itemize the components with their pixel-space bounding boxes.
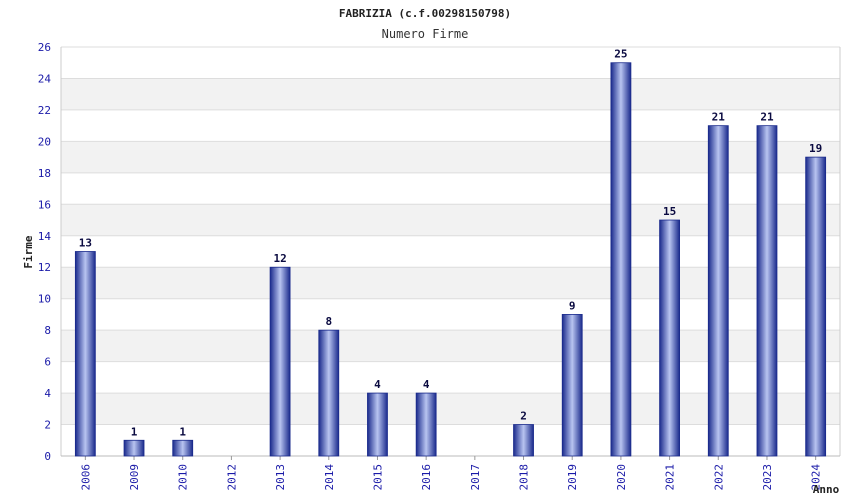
x-tick-labels: 2006 2009 2010 2012 2013 2014 2015 2016 2017 2018… bbox=[79, 464, 822, 491]
y-tick-label: 22 bbox=[38, 104, 51, 117]
y-tick-label: 10 bbox=[38, 293, 51, 306]
bar-2010 bbox=[172, 439, 194, 457]
x-tick-label-2018: 2018 bbox=[518, 464, 531, 491]
x-tick-label-2024: 2024 bbox=[810, 464, 823, 491]
data-label-2010: 1 bbox=[179, 425, 186, 438]
bar-2013 bbox=[269, 266, 291, 457]
data-label-2019: 9 bbox=[569, 299, 576, 312]
x-tick-label-2017: 2017 bbox=[469, 464, 482, 491]
bar-2023 bbox=[756, 125, 778, 457]
x-tick-label-2020: 2020 bbox=[615, 464, 628, 491]
y-tick-label: 0 bbox=[44, 450, 51, 463]
bar-2022 bbox=[707, 125, 729, 457]
bar-2014 bbox=[318, 329, 340, 457]
data-label-2013: 12 bbox=[273, 252, 286, 265]
y-tick-label: 20 bbox=[38, 135, 51, 148]
data-label-2020: 25 bbox=[614, 48, 627, 61]
chart-title: FABRIZIA (c.f.00298150798) bbox=[339, 7, 511, 20]
bar-2021 bbox=[659, 219, 680, 457]
bar-2006 bbox=[74, 251, 96, 457]
x-tick-label-2012: 2012 bbox=[225, 464, 238, 491]
bars bbox=[74, 62, 827, 457]
x-tick-label-2013: 2013 bbox=[274, 464, 287, 491]
x-tick-label-2019: 2019 bbox=[566, 464, 579, 491]
y-axis-label: Firme bbox=[22, 235, 35, 268]
x-tick-label-2022: 2022 bbox=[712, 464, 725, 491]
x-tick-label-2016: 2016 bbox=[420, 464, 433, 491]
bar-2015 bbox=[367, 392, 388, 457]
y-tick-label: 12 bbox=[38, 261, 51, 274]
x-tick-label-2006: 2006 bbox=[79, 464, 92, 491]
data-label-2009: 1 bbox=[131, 425, 138, 438]
y-tick-label: 18 bbox=[38, 167, 51, 180]
data-label-2021: 15 bbox=[663, 205, 676, 218]
bar-2020 bbox=[610, 62, 632, 457]
y-tick-label: 24 bbox=[38, 72, 52, 85]
y-tick-label: 8 bbox=[44, 324, 51, 337]
data-label-2022: 21 bbox=[712, 111, 726, 124]
chart-subtitle: Numero Firme bbox=[382, 27, 469, 41]
y-tick-label: 4 bbox=[44, 387, 51, 400]
bar-2009 bbox=[123, 439, 145, 457]
y-tick-label: 14 bbox=[38, 230, 52, 243]
plot-band bbox=[61, 78, 840, 110]
bar-2024 bbox=[805, 156, 827, 457]
data-labels: 13 1 1 12 8 4 4 2 9 25 15 21 21 19 bbox=[79, 48, 823, 439]
y-tick-label: 6 bbox=[44, 356, 51, 369]
data-label-2018: 2 bbox=[520, 410, 527, 423]
x-tick-label-2014: 2014 bbox=[323, 464, 336, 491]
data-label-2006: 13 bbox=[79, 237, 92, 250]
y-tick-label: 2 bbox=[44, 419, 51, 432]
x-axis-label: Anno bbox=[813, 483, 840, 496]
data-label-2014: 8 bbox=[325, 315, 332, 328]
bar-2016 bbox=[415, 392, 437, 457]
data-label-2024: 19 bbox=[809, 142, 822, 155]
data-label-2015: 4 bbox=[374, 378, 381, 391]
x-tick-label-2023: 2023 bbox=[761, 464, 774, 491]
bar-2018 bbox=[513, 424, 534, 457]
x-tick-label-2015: 2015 bbox=[371, 464, 384, 491]
y-tick-label: 16 bbox=[38, 198, 51, 211]
x-tick-label-2021: 2021 bbox=[664, 464, 677, 491]
bar-2019 bbox=[561, 314, 583, 457]
y-tick-label: 26 bbox=[38, 41, 51, 54]
x-tick-label-2010: 2010 bbox=[177, 464, 190, 491]
x-tick-label-2009: 2009 bbox=[128, 464, 141, 491]
data-label-2016: 4 bbox=[423, 378, 430, 391]
data-label-2023: 21 bbox=[760, 111, 774, 124]
